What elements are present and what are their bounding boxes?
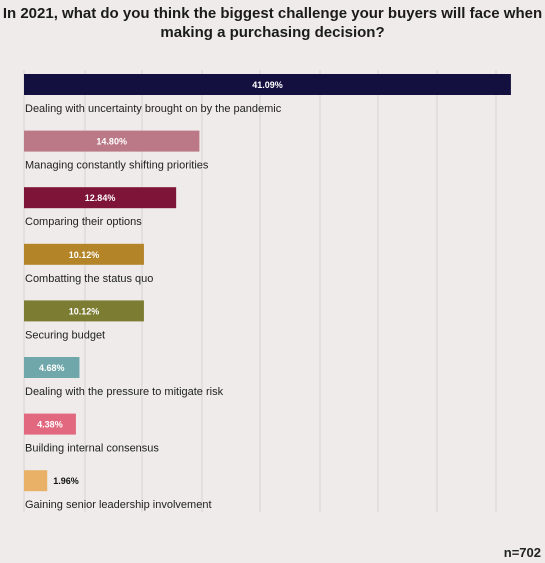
bar xyxy=(24,187,177,209)
bar xyxy=(24,74,511,95)
bars: 41.09% Dealing with uncertainty brought o… xyxy=(24,74,511,511)
category-label: Combatting the status quo xyxy=(25,273,153,285)
value-label: 1.96% xyxy=(53,476,79,486)
value-label: 4.38% xyxy=(37,420,63,430)
value-label: 10.12% xyxy=(69,250,100,260)
category-label: Dealing with the pressure to mitigate ri… xyxy=(25,386,224,398)
category-label: Managing constantly shifting priorities xyxy=(25,160,209,172)
value-label: 4.68% xyxy=(39,363,65,373)
value-label: 12.84% xyxy=(85,193,116,203)
sample-size-note: n=702 xyxy=(503,545,541,560)
category-label: Gaining senior leadership involvement xyxy=(25,499,212,511)
bar xyxy=(24,357,80,378)
bar xyxy=(24,470,48,492)
chart-title: In 2021, what do you think the biggest c… xyxy=(2,5,543,41)
value-label: 41.09% xyxy=(252,80,283,90)
bar xyxy=(24,130,200,152)
category-label: Dealing with uncertainty brought on by t… xyxy=(25,103,282,115)
category-label: Building internal consensus xyxy=(25,443,159,455)
category-label: Comparing their options xyxy=(25,216,142,228)
value-label: 10.12% xyxy=(69,306,100,316)
bar xyxy=(24,300,144,322)
value-label: 14.80% xyxy=(96,137,127,147)
category-label: Securing budget xyxy=(25,329,105,341)
bar xyxy=(24,243,144,265)
bar xyxy=(24,413,76,435)
